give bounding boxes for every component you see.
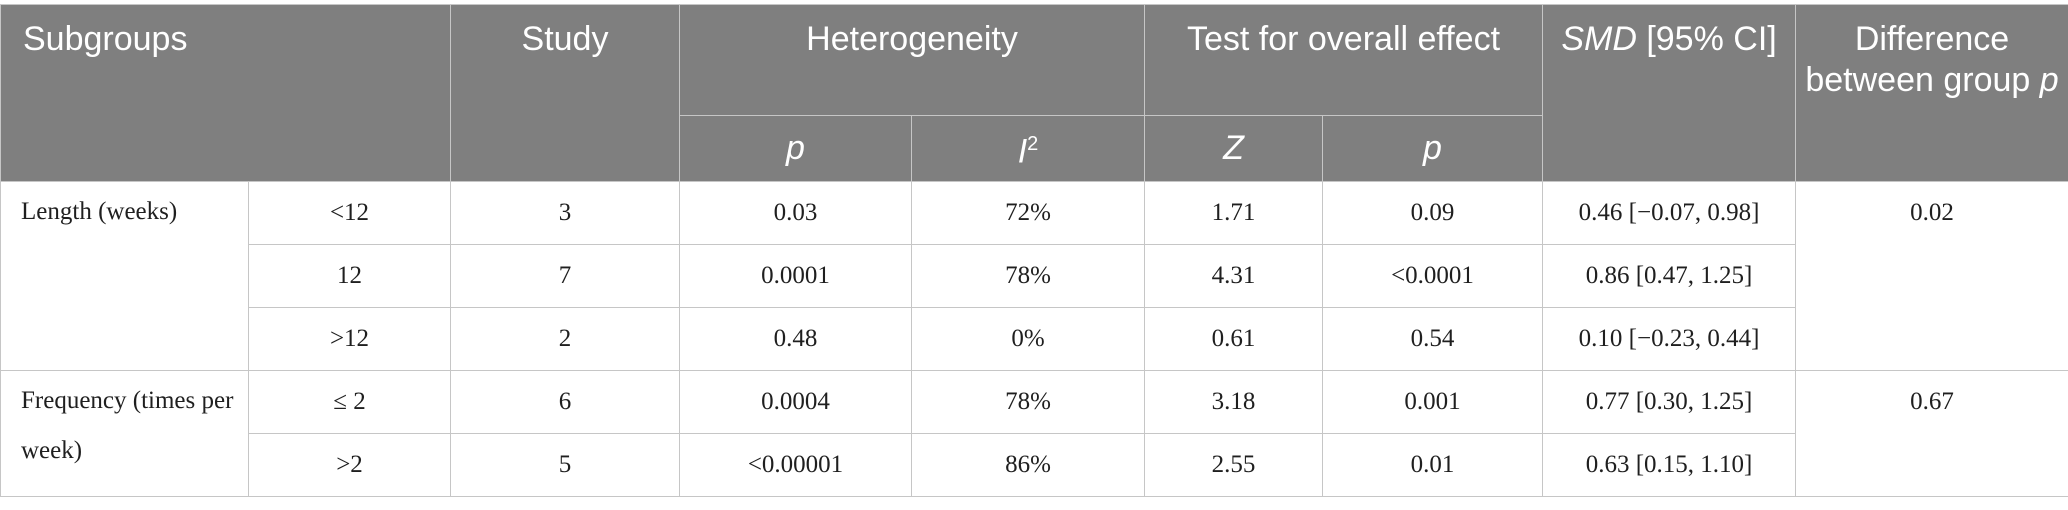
level-cell: >12 [248,307,451,371]
p-cell: 0.54 [1321,307,1544,371]
z-cell: 1.71 [1144,181,1323,245]
header-i2-label: I [1017,132,1028,171]
header-overall-p: p [1321,115,1544,182]
difference-cell: 0.02 [1795,181,2068,371]
p-cell: 0.09 [1321,181,1544,245]
header-difference: Difference between group p [1795,4,2068,182]
i2-cell: 72% [911,181,1145,245]
level-cell: ≤ 2 [248,370,451,434]
header-z: Z [1144,115,1323,182]
p-cell: 0.01 [1321,433,1544,497]
i2-cell: 78% [911,370,1145,434]
header-smd: SMD [95% CI] [1542,4,1797,182]
level-cell: 12 [248,244,451,308]
p-cell: <0.0001 [1321,244,1544,308]
study-cell: 2 [450,307,680,371]
table-row: >12 2 0.48 0% 0.61 0.54 0.10 [−0.23, 0.4… [1,307,2068,371]
subgroup-analysis-table: Subgroups Study Heterogeneity Test for o… [0,4,2068,497]
p-cell: 0.001 [1321,370,1544,434]
z-cell: 3.18 [1144,370,1323,434]
smd-cell: 0.86 [0.47, 1.25] [1542,244,1797,308]
z-cell: 0.61 [1144,307,1323,371]
smd-cell: 0.63 [0.15, 1.10] [1542,433,1797,497]
group-label: Frequency (times per week) [0,370,249,497]
header-het-p: p [679,115,912,182]
z-cell: 2.55 [1144,433,1323,497]
header-smd-ci: [95% CI] [1636,20,1777,58]
table-row: 12 7 0.0001 78% 4.31 <0.0001 0.86 [0.47,… [1,244,2068,308]
level-cell: <12 [248,181,451,245]
study-cell: 5 [450,433,680,497]
header-heterogeneity: Heterogeneity [679,4,1145,116]
het-p-cell: 0.0001 [679,244,912,308]
z-cell: 4.31 [1144,244,1323,308]
table-row: >2 5 <0.00001 86% 2.55 0.01 0.63 [0.15, … [1,433,2068,497]
header-subgroups: Subgroups [0,4,451,182]
het-p-cell: 0.48 [679,307,912,371]
header-difference-p: p [2039,61,2059,99]
header-study: Study [450,4,680,182]
level-cell: >2 [248,433,451,497]
i2-cell: 86% [911,433,1145,497]
study-cell: 3 [450,181,680,245]
header-i2-sup: 2 [1027,133,1039,156]
group-label: Length (weeks) [0,181,249,371]
smd-cell: 0.10 [−0.23, 0.44] [1542,307,1797,371]
header-overall-effect: Test for overall effect [1143,4,1544,116]
header-i2: I2 [911,115,1145,182]
header-difference-label: Difference between group [1805,20,2040,99]
i2-cell: 78% [911,244,1145,308]
table-row: Length (weeks) <12 3 0.03 72% 1.71 0.09 … [0,181,2068,371]
het-p-cell: 0.0004 [679,370,912,434]
het-p-cell: 0.03 [679,181,912,245]
header-smd-label: SMD [1561,20,1637,58]
smd-cell: 0.46 [−0.07, 0.98] [1542,181,1797,245]
difference-cell: 0.67 [1795,370,2068,497]
study-cell: 7 [450,244,680,308]
i2-cell: 0% [911,307,1145,371]
study-cell: 6 [450,370,680,434]
smd-cell: 0.77 [0.30, 1.25] [1542,370,1797,434]
het-p-cell: <0.00001 [679,433,912,497]
table-row: Frequency (times per week) ≤ 2 6 0.0004 … [0,370,2068,497]
